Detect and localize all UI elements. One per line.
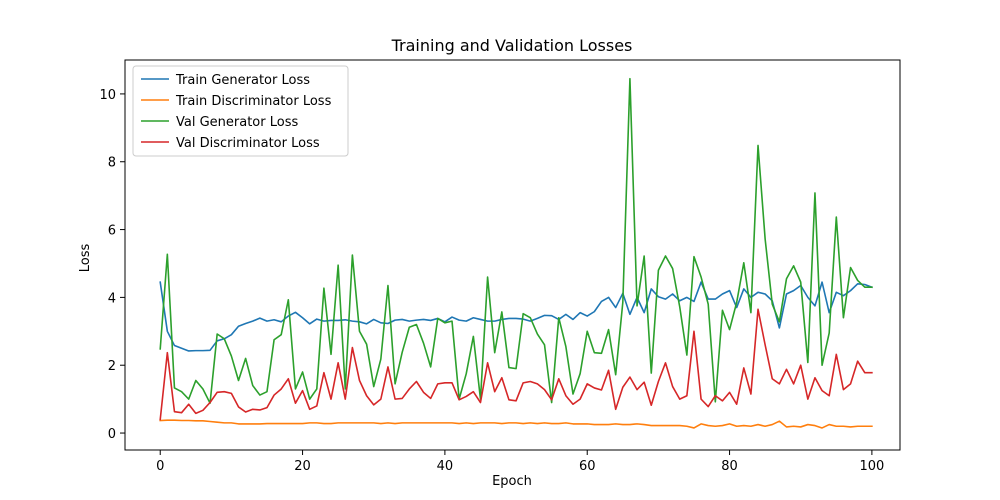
x-tick-label: 80: [721, 459, 738, 474]
plot-area: [159, 77, 873, 429]
y-tick-label: 4: [108, 291, 116, 306]
series-line-train-discriminator-loss: [159, 419, 873, 429]
x-tick-label: 60: [579, 459, 596, 474]
x-tick-label: 20: [294, 459, 311, 474]
y-tick-label: 8: [108, 156, 116, 171]
axes-frame: [124, 59, 901, 451]
y-tick-label: 6: [108, 224, 116, 239]
series-line-train-generator-loss: [159, 281, 873, 352]
legend-label-train-discriminator-loss: Train Discriminator Loss: [175, 94, 332, 109]
y-axis: 0 2 4 6 8 10: [99, 88, 125, 442]
legend: Train Generator Loss Train Discriminator …: [132, 65, 349, 157]
legend-box: [132, 65, 349, 157]
y-axis-title: Loss: [78, 244, 93, 273]
x-tick-label: 40: [437, 459, 454, 474]
x-axis: 0 20 40 60 80 100: [156, 450, 884, 474]
x-axis-title: Epoch: [492, 474, 532, 489]
y-tick-label: 2: [108, 359, 116, 374]
series-line-val-generator-loss: [159, 77, 873, 405]
x-tick-label: 0: [156, 459, 164, 474]
legend-label-val-discriminator-loss: Val Discriminator Loss: [176, 136, 320, 151]
series-line-val-discriminator-loss: [159, 308, 873, 421]
y-tick-label: 0: [108, 427, 116, 442]
legend-label-train-generator-loss: Train Generator Loss: [175, 73, 310, 88]
legend-label-val-generator-loss: Val Generator Loss: [176, 115, 298, 130]
y-tick-label: 10: [99, 88, 116, 103]
chart-title: Training and Validation Losses: [391, 36, 633, 55]
x-tick-label: 100: [859, 459, 884, 474]
